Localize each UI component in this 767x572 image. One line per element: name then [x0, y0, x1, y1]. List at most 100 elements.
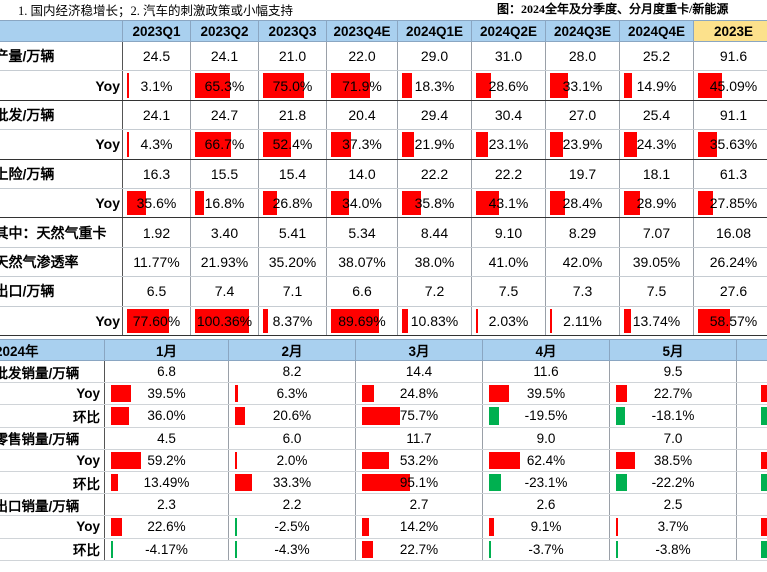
- cell-value: 8.2: [282, 364, 302, 380]
- table-cell-partial: [736, 538, 767, 561]
- cell-value: 37.3%: [342, 136, 382, 153]
- table-cell: 23.9%: [545, 129, 620, 160]
- table-row: 天然气渗透率 11.77% 21.93% 35.20% 38.07% 38.0% 41.0%…: [0, 247, 767, 278]
- table-cell: 66.7%: [190, 129, 259, 160]
- yoy-negative-bar: [489, 540, 491, 558]
- yoy-positive-bar: [624, 73, 633, 98]
- yoy-positive-bar: [127, 73, 129, 98]
- cell-value: 66.7%: [204, 136, 245, 153]
- table-cell: -19.5%: [482, 404, 610, 428]
- table-cell: 26.8%: [258, 188, 327, 219]
- yoy-positive-bar: [263, 308, 268, 333]
- table-cell: 24.8%: [355, 382, 483, 406]
- cell-value: 2.2: [282, 497, 302, 513]
- cell-value: 24.3%: [636, 136, 677, 153]
- cell-value: 7.3: [572, 283, 593, 300]
- yoy-negative-bar: [616, 407, 626, 425]
- table-cell: -4.17%: [104, 538, 229, 561]
- table-cell: 33.1%: [545, 70, 620, 101]
- yoy-positive-bar: [235, 385, 239, 403]
- table-cell: 95.1%: [355, 471, 483, 495]
- cell-value: 28.4%: [562, 195, 603, 212]
- table-cell: -18.1%: [609, 404, 737, 428]
- table-cell: 3.1%: [122, 70, 191, 101]
- table-cell: 6.3%: [228, 382, 356, 406]
- cell-value: 9.1%: [530, 519, 562, 535]
- table-cell: 59.2%: [104, 449, 229, 472]
- table-cell: -3.7%: [482, 538, 610, 561]
- row-label: Yoy: [0, 306, 123, 336]
- table-row: Yoy 35.6% 16.8% 26.8% 34.0% 35.8% 43.1% 28.4% 28…: [0, 188, 767, 219]
- cell-value: -4.17%: [145, 541, 188, 557]
- yoy-positive-bar: [331, 132, 352, 157]
- yoy-positive-bar: [331, 308, 380, 333]
- cell-value: 22.7%: [399, 541, 439, 557]
- yoy-positive-bar: [550, 132, 563, 157]
- cell-value: 27.0: [568, 106, 597, 123]
- cell-value: 20.4: [348, 106, 376, 123]
- cell-value: 2.11%: [563, 312, 602, 329]
- quarterly-header-row: 2023Q1 2023Q2 2023Q3 2023Q4E 2024Q1E 2024Q2E 2…: [0, 20, 767, 42]
- yoy-negative-bar: [761, 407, 767, 425]
- yoy-positive-bar: [331, 73, 370, 98]
- table-cell: 35.6%: [122, 188, 191, 219]
- table-cell: 15.5: [190, 159, 259, 189]
- table-cell: 18.3%: [397, 70, 472, 101]
- quarterly-table: 2023Q1 2023Q2 2023Q3 2023Q4E 2024Q1E 2024Q2E 2…: [0, 20, 767, 336]
- cell-value: 9.10: [494, 224, 523, 241]
- table-cell: 13.49%: [104, 471, 229, 495]
- cell-value: 21.9%: [414, 136, 455, 153]
- table-cell: 35.20%: [258, 247, 327, 278]
- cell-value: 16.3: [142, 165, 171, 182]
- cell-value: 21.93%: [200, 253, 249, 270]
- yoy-positive-bar: [235, 473, 252, 492]
- cell-value: 35.8%: [414, 195, 455, 212]
- table-cell: 45.09%: [693, 70, 767, 101]
- cell-value: 41.0%: [488, 253, 529, 270]
- table-cell: 91.1: [693, 100, 767, 131]
- cell-value: 6.6: [352, 283, 372, 300]
- table-cell: 36.0%: [104, 404, 229, 428]
- cell-value: -22.2%: [651, 475, 695, 491]
- cell-value: 21.0: [278, 48, 307, 65]
- table-row: 批发/万辆 24.1 24.7 21.8 20.4 29.4 30.4 27.0 25.4 91.…: [0, 100, 767, 131]
- cell-value: 100.36%: [196, 312, 253, 329]
- table-cell: 2.5: [609, 493, 737, 517]
- cell-value: 38.07%: [338, 253, 386, 270]
- row-label: 出口销量/万辆: [0, 493, 105, 517]
- cell-value: 21.8: [278, 106, 307, 123]
- table-row: 批发销量/万辆 6.8 8.2 14.4 11.6 9.5: [0, 360, 767, 384]
- cell-value: -23.1%: [524, 475, 568, 491]
- table-cell: 89.69%: [326, 306, 398, 336]
- table-cell: 2.11%: [545, 306, 620, 336]
- yoy-positive-bar: [761, 385, 767, 403]
- column-header: 4月: [482, 339, 610, 361]
- column-header: 2024Q2E: [471, 20, 546, 42]
- table-cell: 7.4: [190, 276, 259, 307]
- table-cell: 31.0: [471, 41, 546, 72]
- table-row: Yoy 59.2% 2.0% 53.2% 62.4% 38.5%: [0, 449, 767, 472]
- table-cell: 16.3: [122, 159, 191, 189]
- table-cell: -4.3%: [228, 538, 356, 561]
- cell-value: 22.6%: [147, 519, 186, 535]
- table-row: 零售销量/万辆 4.5 6.0 11.7 9.0 7.0: [0, 427, 767, 450]
- table-cell: 28.4%: [545, 188, 620, 219]
- table-cell: 34.0%: [326, 188, 398, 219]
- cell-value: 35.20%: [268, 253, 317, 270]
- note-text: 1. 国内经济稳增长；2. 汽车的刺激政策或小幅支持: [18, 4, 294, 18]
- table-cell: 75.7%: [355, 404, 483, 428]
- yoy-positive-bar: [111, 473, 118, 492]
- cell-value: 24.5: [142, 48, 171, 65]
- cell-value: 39.05%: [632, 253, 681, 270]
- cell-value: 27.85%: [709, 195, 758, 212]
- table-cell: 8.44: [397, 217, 472, 248]
- table-cell: 71.9%: [326, 70, 398, 101]
- cell-value: 22.2: [420, 165, 449, 182]
- yoy-positive-bar: [402, 132, 414, 157]
- table-cell: -3.8%: [609, 538, 737, 561]
- table-cell: 6.5: [122, 276, 191, 307]
- table-cell: 91.6: [693, 41, 767, 72]
- cell-value: -3.7%: [528, 541, 564, 557]
- cell-value: 5.41: [278, 224, 307, 241]
- corner-header: 2024年: [0, 339, 105, 361]
